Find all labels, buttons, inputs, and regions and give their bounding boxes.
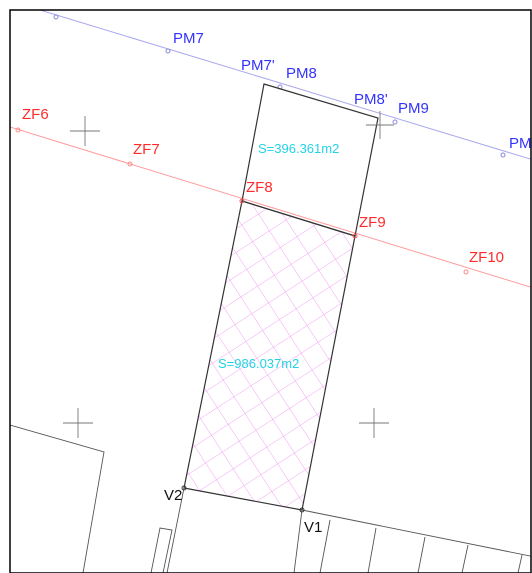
label-pm7: PM7: [173, 30, 204, 47]
zf9-vertex: [352, 233, 358, 239]
zf6-vertex: [15, 127, 21, 133]
label-pm8-prime: PM8': [354, 91, 388, 108]
survey-cross-4: [359, 408, 389, 438]
survey-cross-2: [366, 111, 394, 139]
pm-cut-vertex: [500, 152, 506, 158]
label-zf7: ZF7: [133, 141, 160, 158]
neighbor-line: [461, 544, 469, 573]
label-pm-cut: PM: [509, 135, 532, 152]
label-pm8: PM8: [286, 65, 317, 82]
neighbor-line: [166, 487, 185, 573]
v2-vertex: [181, 485, 187, 491]
zf8-vertex: [239, 198, 245, 204]
survey-cross-1: [70, 116, 100, 146]
pm7-vertex: [165, 48, 171, 54]
neighbor-building: [150, 527, 173, 573]
pm-vertex: [53, 14, 59, 20]
neighbor-parcel-left: [10, 424, 105, 573]
area-label-lower: S=986.037m2: [218, 356, 299, 371]
survey-cross-3: [63, 408, 93, 438]
pm9-vertex: [392, 119, 398, 125]
neighbor-line: [301, 509, 531, 557]
polemark-line: [39, 10, 531, 160]
label-zf8: ZF8: [246, 179, 273, 196]
label-pm7-prime: PM7': [241, 57, 275, 74]
area-label-upper: S=396.361m2: [258, 141, 339, 156]
neighbor-line: [319, 519, 331, 573]
label-zf10: ZF10: [469, 249, 504, 266]
neighbor-line: [517, 554, 523, 573]
neighbor-line: [417, 536, 426, 573]
label-pm9: PM9: [398, 100, 429, 117]
v1-vertex: [299, 507, 305, 513]
zf10-vertex: [463, 269, 469, 275]
neighbor-line: [293, 509, 303, 573]
label-v1: V1: [304, 519, 322, 536]
map-frame: [9, 9, 532, 573]
neighbor-line: [367, 527, 377, 573]
label-v2: V2: [164, 487, 182, 504]
zone-front-line: [10, 126, 531, 288]
label-zf6: ZF6: [22, 106, 49, 123]
label-zf9: ZF9: [359, 214, 386, 231]
zf7-vertex: [127, 161, 133, 167]
